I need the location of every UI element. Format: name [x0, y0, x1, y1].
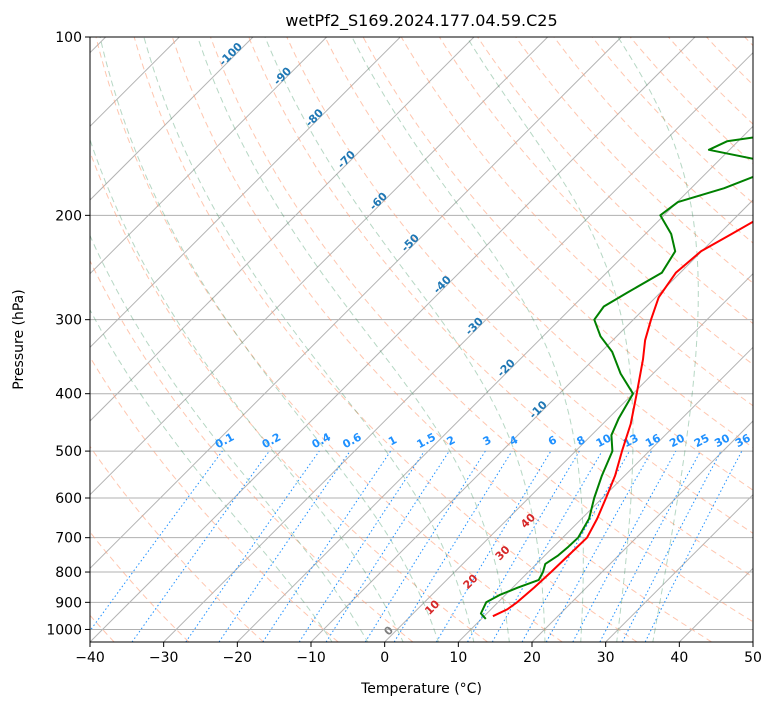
- dewpoint-line: [479, 136, 753, 620]
- x-tick-label: 40: [670, 650, 688, 666]
- isotherm: [90, 37, 254, 201]
- moist-adiabat: [466, 37, 634, 642]
- mixing-ratio-line: [90, 450, 223, 632]
- isotherm: [384, 272, 753, 642]
- mixing-ratio-line: [393, 450, 513, 642]
- x-axis-label: Temperature (°C): [360, 681, 482, 697]
- y-tick-label: 500: [55, 444, 82, 460]
- mixing-ratio-line: [364, 450, 486, 642]
- dry-adiabat: [591, 37, 753, 204]
- isotherm: [90, 37, 622, 570]
- dry-adiabat: [133, 37, 638, 642]
- x-tick-label: 30: [597, 650, 615, 666]
- dry-adiabat: [400, 37, 753, 407]
- isotherm: [90, 37, 475, 422]
- isotherm: [457, 346, 753, 642]
- moist-adiabat: [99, 37, 439, 642]
- isotherm: [90, 37, 328, 275]
- x-tick-label: 50: [744, 650, 762, 666]
- mixing-ratio-line: [218, 450, 351, 642]
- chart-title: wetPf2_S169.2024.177.04.59.C25: [285, 11, 557, 31]
- x-tick-label: −30: [149, 650, 179, 666]
- plot-frame: [89, 36, 754, 643]
- y-tick-label: 1000: [46, 622, 82, 638]
- dry-adiabat: [629, 37, 753, 165]
- moist-adiabat: [90, 234, 369, 642]
- mixing-ratio-label: 20: [667, 431, 687, 450]
- dry-adiabat: [515, 37, 753, 284]
- y-tick-label: 600: [55, 491, 82, 507]
- isotherm: [163, 51, 753, 642]
- mixing-ratio-label: 10: [594, 431, 614, 450]
- mixing-ratio-labels: 0.1 0.2 0.4 0.6 1 1.5 2 3 4 6 8 10 13 16 20 25 30 36: [213, 430, 753, 451]
- sounding-series: [479, 136, 753, 620]
- mixing-ratio-label: 16: [643, 431, 663, 450]
- x-tick-label: −20: [223, 650, 253, 666]
- mixing-ratio-line: [521, 450, 630, 642]
- y-tick-label: 300: [55, 313, 82, 329]
- moist-adiabat: [90, 138, 404, 642]
- x-tick-label: −40: [75, 650, 105, 666]
- temperature-line: [492, 220, 753, 618]
- background-lines: [90, 37, 753, 642]
- y-tick-label: 900: [55, 595, 82, 611]
- mixing-ratio-label: 30: [712, 431, 732, 450]
- y-tick-label: 700: [55, 531, 82, 547]
- moist-adiabat: [143, 37, 475, 642]
- mixing-ratio-line: [572, 450, 677, 642]
- mixing-ratio-line: [467, 450, 580, 642]
- moist-adiabat: [264, 37, 546, 642]
- y-axis: 100 200 300 400 500 600 700 800 900 1000: [46, 30, 90, 638]
- y-tick-label: 800: [55, 565, 82, 581]
- mixing-ratio-line: [545, 450, 653, 642]
- dry-adiabat: [210, 37, 753, 623]
- moist-adiabat: [617, 37, 699, 642]
- dry-adiabat: [95, 37, 563, 642]
- dry-adiabat: [90, 445, 264, 642]
- mixing-ratio-label: 36: [733, 431, 753, 450]
- dry-adiabat: [248, 37, 753, 578]
- mixing-ratio-line: [325, 450, 450, 642]
- y-tick-label: 100: [55, 30, 82, 46]
- isotherm: [90, 37, 696, 642]
- mixing-ratio-line: [435, 450, 552, 642]
- dry-adiabat: [171, 37, 712, 642]
- mixing-ratio-line: [491, 450, 603, 642]
- x-axis: −40 −30 −20 −10 0 10 20 30 40 50: [75, 642, 762, 666]
- y-axis-label: Pressure (hPa): [11, 289, 27, 389]
- y-tick-label: 400: [55, 387, 82, 403]
- x-tick-label: −10: [296, 650, 326, 666]
- isotherm: [236, 125, 753, 642]
- mixing-ratio-label: 25: [692, 431, 712, 450]
- dry-adiabat: [362, 37, 753, 449]
- mixing-ratio-line: [185, 450, 320, 642]
- isotherm: [90, 37, 549, 496]
- y-tick-label: 200: [55, 208, 82, 224]
- x-tick-label: 20: [523, 650, 541, 666]
- isotherm: [605, 493, 753, 642]
- x-tick-label: 10: [449, 650, 467, 666]
- x-tick-label: 0: [380, 650, 389, 666]
- dry-adiabat: [324, 37, 753, 491]
- mixing-ratio-line: [131, 450, 270, 642]
- isotherm: [531, 420, 753, 642]
- dry-adiabat: [477, 37, 753, 325]
- dry-adiabat: [90, 259, 414, 642]
- isotherm: [90, 37, 401, 349]
- moist-adiabat: [90, 308, 333, 642]
- moist-adiabat: [197, 37, 510, 642]
